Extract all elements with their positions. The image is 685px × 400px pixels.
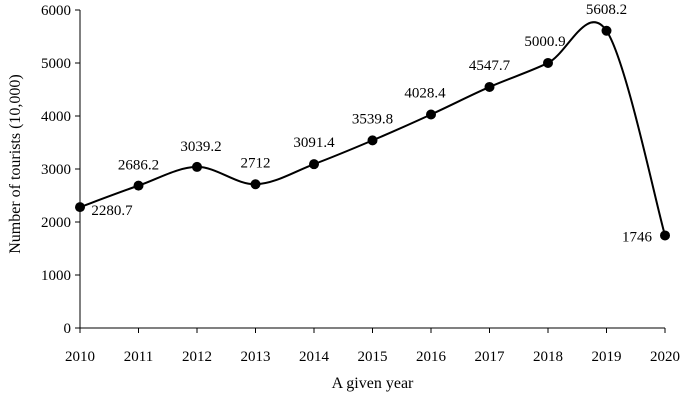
x-tick-label: 2020: [650, 349, 680, 365]
x-tick-label: 2010: [65, 349, 95, 365]
data-label: 3091.4: [293, 135, 335, 151]
x-tick-label: 2016: [416, 349, 447, 365]
data-label: 5608.2: [586, 2, 627, 18]
data-label: 1746: [622, 229, 653, 245]
x-axis-title: A given year: [332, 375, 414, 392]
series-line: [79, 21, 666, 236]
x-tick-label: 2013: [241, 349, 271, 365]
y-axis-title: Number of tourists (10,000): [7, 74, 24, 254]
data-point: [543, 57, 553, 68]
data-labels: 2280.7 2686.2 3039.2 2712 3091.4 3539.8 4028.4…: [91, 2, 652, 246]
data-label: 2280.7: [91, 203, 133, 219]
x-tick-label: 2018: [533, 349, 563, 365]
data-label: 3539.8: [352, 111, 393, 127]
data-label: 2686.2: [118, 158, 159, 174]
data-label: 3039.2: [180, 139, 221, 155]
x-axis: 2010 2011 2012 2013 2014 2015 2016 2017 2018 2019…: [65, 328, 680, 365]
data-point: [250, 179, 261, 190]
x-tick-label: 2011: [124, 349, 153, 365]
x-tick-label: 2012: [182, 349, 212, 365]
x-tick-label: 2015: [358, 349, 388, 365]
data-label: 4028.4: [404, 85, 446, 101]
x-tick-label: 2017: [475, 349, 506, 365]
data-point: [75, 202, 85, 213]
y-tick-label: 6000: [41, 3, 71, 19]
x-tick-label: 2019: [592, 349, 622, 365]
data-label: 2712: [241, 155, 271, 171]
data-point: [192, 161, 202, 172]
y-tick-label: 1000: [41, 268, 71, 284]
y-tick-label: 5000: [41, 56, 71, 72]
data-label: 5000.9: [524, 34, 565, 50]
data-point: [660, 230, 670, 241]
y-tick-label: 2000: [41, 215, 71, 231]
y-tick-label: 0: [64, 321, 72, 337]
data-point: [367, 135, 378, 146]
data-points: [75, 25, 670, 241]
y-tick-label: 4000: [41, 109, 71, 125]
data-point: [309, 159, 319, 170]
data-label: 4547.7: [469, 58, 511, 74]
data-point: [426, 109, 436, 120]
data-point: [133, 180, 144, 191]
x-tick-label: 2014: [299, 349, 330, 365]
y-axis: 0 1000 2000 3000 4000 5000 6000: [41, 3, 80, 337]
y-tick-label: 3000: [41, 162, 71, 178]
data-point: [484, 81, 495, 92]
data-point: [601, 25, 612, 36]
